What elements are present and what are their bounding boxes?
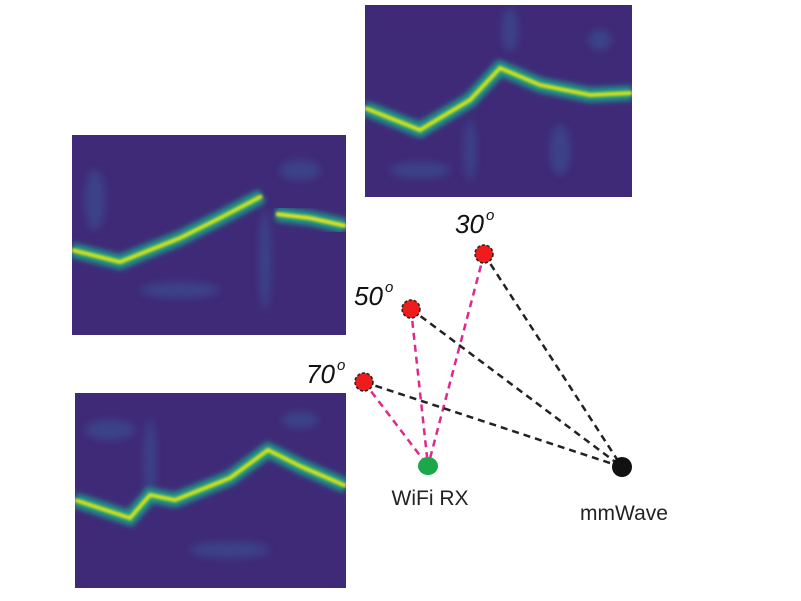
spectrogram (365, 5, 632, 197)
angle-degree: o (385, 279, 393, 296)
mmwave-node (612, 457, 632, 477)
spectrogram (75, 393, 346, 588)
spectrogram (72, 135, 346, 335)
signal-paths (363, 253, 624, 469)
wifi-rx-node (418, 457, 438, 475)
angle-degree: o (486, 207, 494, 224)
angle-label: 50 (354, 281, 383, 311)
angle-label: 30 (455, 209, 484, 239)
angle-degree: o (337, 357, 345, 374)
angle-label: 70 (306, 359, 335, 389)
targets (354, 244, 494, 392)
receiver-label: mmWave (580, 502, 668, 525)
receiver-label: WiFi RX (392, 487, 469, 510)
